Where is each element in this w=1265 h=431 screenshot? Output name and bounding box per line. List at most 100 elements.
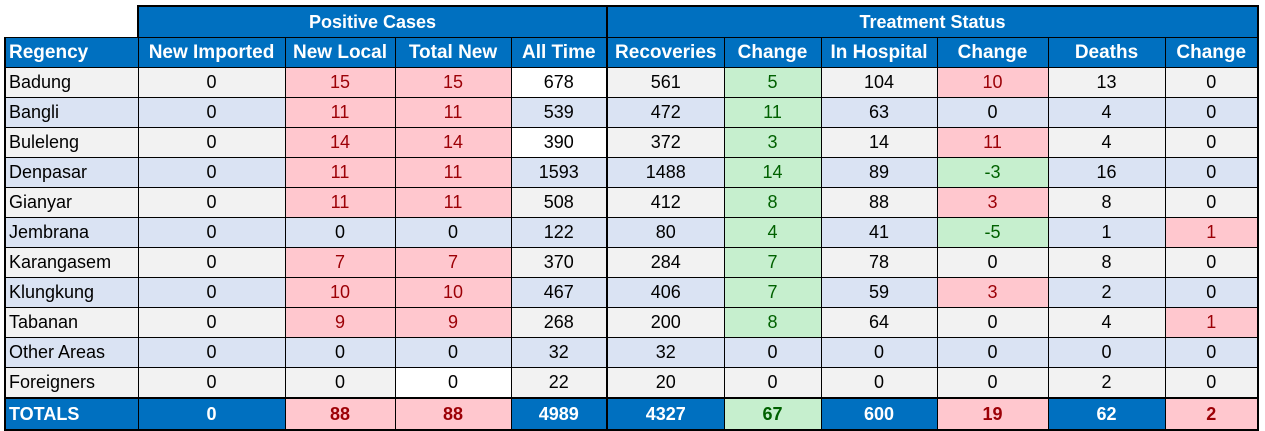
regency-cell[interactable]: Other Areas bbox=[4, 337, 139, 368]
total-cell-recoveries-change[interactable]: 67 bbox=[723, 397, 822, 431]
value-cell-hospital-change[interactable]: -5 bbox=[936, 217, 1049, 248]
value-cell-deaths-change[interactable]: 0 bbox=[1164, 157, 1259, 188]
value-cell-deaths[interactable]: 4 bbox=[1047, 127, 1166, 158]
value-cell-new-imported[interactable]: 0 bbox=[137, 337, 286, 368]
regency-cell[interactable]: Badung bbox=[4, 67, 139, 98]
group-header-treatment-status[interactable]: Treatment Status bbox=[606, 5, 1259, 38]
value-cell-new-imported[interactable]: 0 bbox=[137, 127, 286, 158]
value-cell-hospital-change[interactable]: 3 bbox=[936, 187, 1049, 218]
value-cell-all-time[interactable]: 32 bbox=[510, 337, 608, 368]
value-cell-deaths[interactable]: 2 bbox=[1047, 277, 1166, 308]
value-cell-total-new[interactable]: 7 bbox=[394, 247, 512, 278]
value-cell-recoveries-change[interactable]: 4 bbox=[723, 217, 822, 248]
value-cell-deaths[interactable]: 8 bbox=[1047, 187, 1166, 218]
column-header-deaths[interactable]: Deaths bbox=[1047, 37, 1166, 68]
value-cell-hospital-change[interactable]: 0 bbox=[936, 307, 1049, 338]
value-cell-deaths[interactable]: 13 bbox=[1047, 67, 1166, 98]
value-cell-hospital-change[interactable]: 10 bbox=[936, 67, 1049, 98]
value-cell-deaths-change[interactable]: 0 bbox=[1164, 127, 1259, 158]
total-cell-hospital-change[interactable]: 19 bbox=[936, 397, 1049, 431]
column-header-recoveries[interactable]: Recoveries bbox=[606, 37, 725, 68]
total-cell-in-hospital[interactable]: 600 bbox=[820, 397, 938, 431]
value-cell-in-hospital[interactable]: 0 bbox=[820, 337, 938, 368]
column-header-in-hospital[interactable]: In Hospital bbox=[820, 37, 938, 68]
value-cell-deaths-change[interactable]: 0 bbox=[1164, 337, 1259, 368]
value-cell-deaths-change[interactable]: 0 bbox=[1164, 277, 1259, 308]
column-header-all-time[interactable]: All Time bbox=[510, 37, 608, 68]
regency-cell[interactable]: Bangli bbox=[4, 97, 139, 128]
value-cell-new-local[interactable]: 0 bbox=[284, 337, 396, 368]
value-cell-new-local[interactable]: 15 bbox=[284, 67, 396, 98]
value-cell-new-local[interactable]: 10 bbox=[284, 277, 396, 308]
value-cell-recoveries-change[interactable]: 8 bbox=[723, 187, 822, 218]
group-header-positive-cases[interactable]: Positive Cases bbox=[137, 5, 608, 38]
value-cell-recoveries[interactable]: 284 bbox=[606, 247, 725, 278]
value-cell-total-new[interactable]: 0 bbox=[394, 367, 512, 399]
value-cell-all-time[interactable]: 390 bbox=[510, 127, 608, 158]
value-cell-total-new[interactable]: 0 bbox=[394, 337, 512, 368]
value-cell-recoveries-change[interactable]: 3 bbox=[723, 127, 822, 158]
value-cell-in-hospital[interactable]: 64 bbox=[820, 307, 938, 338]
value-cell-hospital-change[interactable]: 0 bbox=[936, 97, 1049, 128]
total-cell-deaths[interactable]: 62 bbox=[1047, 397, 1166, 431]
total-cell-new-imported[interactable]: 0 bbox=[137, 397, 286, 431]
value-cell-hospital-change[interactable]: 0 bbox=[936, 247, 1049, 278]
value-cell-recoveries[interactable]: 472 bbox=[606, 97, 725, 128]
value-cell-recoveries[interactable]: 80 bbox=[606, 217, 725, 248]
value-cell-deaths-change[interactable]: 0 bbox=[1164, 67, 1259, 98]
value-cell-in-hospital[interactable]: 59 bbox=[820, 277, 938, 308]
column-header-new-local[interactable]: New Local bbox=[284, 37, 396, 68]
regency-cell[interactable]: Klungkung bbox=[4, 277, 139, 308]
value-cell-new-imported[interactable]: 0 bbox=[137, 277, 286, 308]
value-cell-new-imported[interactable]: 0 bbox=[137, 157, 286, 188]
value-cell-new-local[interactable]: 9 bbox=[284, 307, 396, 338]
value-cell-new-imported[interactable]: 0 bbox=[137, 97, 286, 128]
value-cell-new-local[interactable]: 11 bbox=[284, 97, 396, 128]
value-cell-in-hospital[interactable]: 88 bbox=[820, 187, 938, 218]
value-cell-hospital-change[interactable]: 3 bbox=[936, 277, 1049, 308]
value-cell-deaths-change[interactable]: 0 bbox=[1164, 97, 1259, 128]
total-cell-new-local[interactable]: 88 bbox=[284, 397, 396, 431]
value-cell-new-local[interactable]: 0 bbox=[284, 217, 396, 248]
value-cell-hospital-change[interactable]: 0 bbox=[936, 337, 1049, 368]
value-cell-deaths[interactable]: 8 bbox=[1047, 247, 1166, 278]
value-cell-hospital-change[interactable]: -3 bbox=[936, 157, 1049, 188]
column-header-regency[interactable]: Regency bbox=[4, 37, 139, 68]
value-cell-in-hospital[interactable]: 41 bbox=[820, 217, 938, 248]
value-cell-in-hospital[interactable]: 63 bbox=[820, 97, 938, 128]
value-cell-hospital-change[interactable]: 0 bbox=[936, 367, 1049, 399]
column-header-recoveries-change[interactable]: Change bbox=[723, 37, 822, 68]
total-cell-all-time[interactable]: 4989 bbox=[510, 397, 608, 431]
value-cell-deaths[interactable]: 4 bbox=[1047, 307, 1166, 338]
value-cell-new-local[interactable]: 14 bbox=[284, 127, 396, 158]
value-cell-all-time[interactable]: 22 bbox=[510, 367, 608, 399]
value-cell-new-imported[interactable]: 0 bbox=[137, 307, 286, 338]
value-cell-recoveries-change[interactable]: 8 bbox=[723, 307, 822, 338]
value-cell-new-local[interactable]: 11 bbox=[284, 187, 396, 218]
value-cell-deaths-change[interactable]: 0 bbox=[1164, 367, 1259, 399]
regency-cell[interactable]: Buleleng bbox=[4, 127, 139, 158]
value-cell-deaths[interactable]: 1 bbox=[1047, 217, 1166, 248]
value-cell-new-imported[interactable]: 0 bbox=[137, 67, 286, 98]
value-cell-deaths[interactable]: 16 bbox=[1047, 157, 1166, 188]
total-cell-deaths-change[interactable]: 2 bbox=[1164, 397, 1259, 431]
value-cell-recoveries[interactable]: 200 bbox=[606, 307, 725, 338]
value-cell-recoveries-change[interactable]: 5 bbox=[723, 67, 822, 98]
value-cell-new-imported[interactable]: 0 bbox=[137, 367, 286, 399]
column-header-total-new[interactable]: Total New bbox=[394, 37, 512, 68]
value-cell-in-hospital[interactable]: 78 bbox=[820, 247, 938, 278]
value-cell-recoveries-change[interactable]: 14 bbox=[723, 157, 822, 188]
column-header-deaths-change[interactable]: Change bbox=[1164, 37, 1259, 68]
value-cell-recoveries-change[interactable]: 11 bbox=[723, 97, 822, 128]
value-cell-recoveries[interactable]: 412 bbox=[606, 187, 725, 218]
value-cell-all-time[interactable]: 370 bbox=[510, 247, 608, 278]
value-cell-deaths-change[interactable]: 0 bbox=[1164, 247, 1259, 278]
value-cell-new-local[interactable]: 0 bbox=[284, 367, 396, 399]
value-cell-hospital-change[interactable]: 11 bbox=[936, 127, 1049, 158]
value-cell-deaths[interactable]: 0 bbox=[1047, 337, 1166, 368]
value-cell-total-new[interactable]: 11 bbox=[394, 97, 512, 128]
column-header-new-imported[interactable]: New Imported bbox=[137, 37, 286, 68]
regency-cell[interactable]: Denpasar bbox=[4, 157, 139, 188]
value-cell-deaths-change[interactable]: 0 bbox=[1164, 187, 1259, 218]
value-cell-in-hospital[interactable]: 14 bbox=[820, 127, 938, 158]
